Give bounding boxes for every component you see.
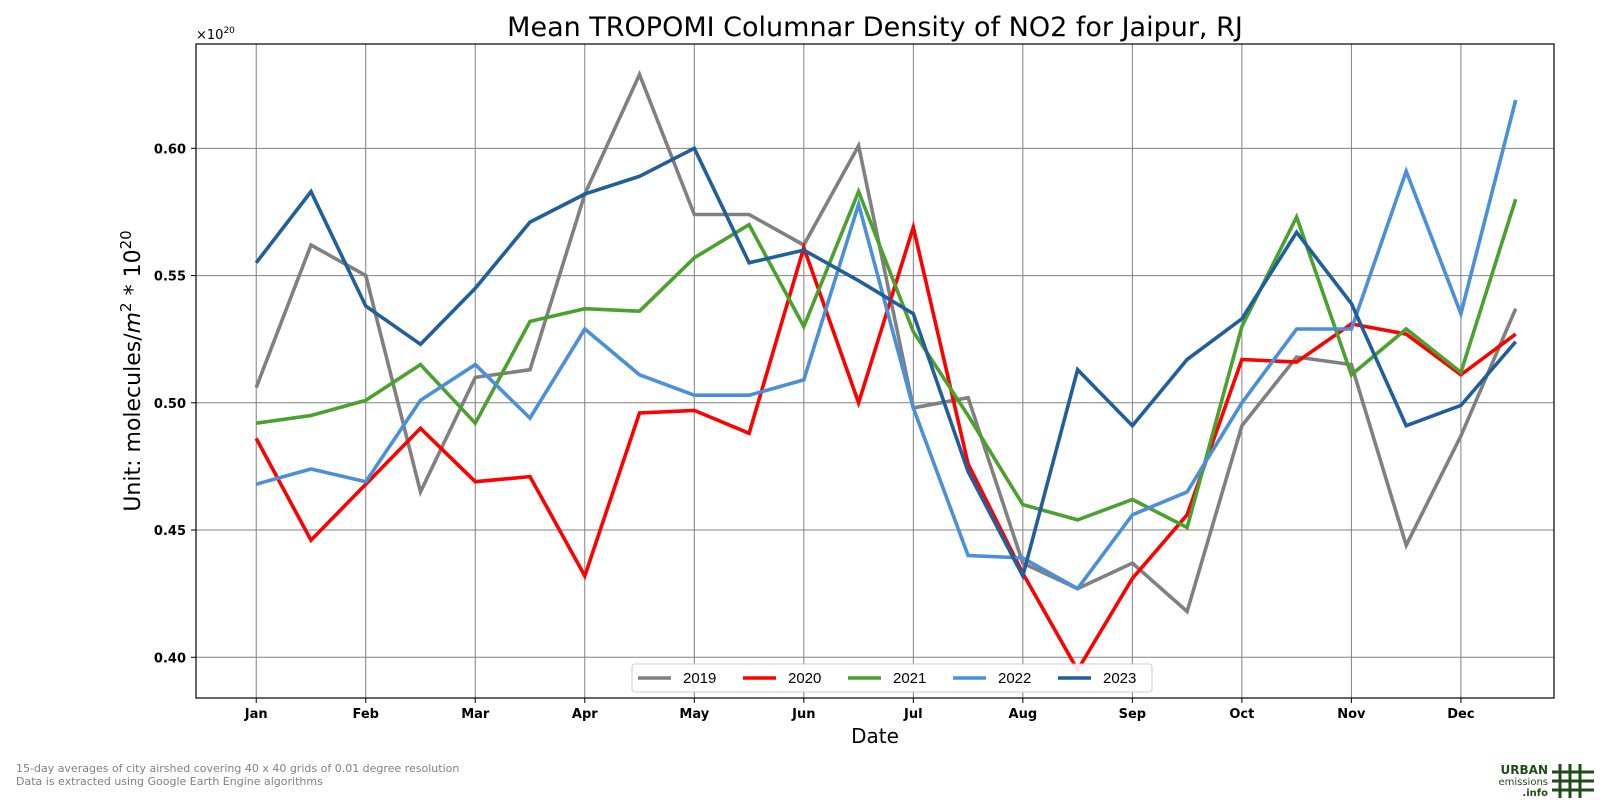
logo-text-emissions: emissions [1498,777,1548,788]
series-line-2023 [254,145,1518,581]
y-tick-label: 0.50 [154,397,186,412]
no2-line-chart: Jan Feb Mar Apr May Jun Jul Aug Sep Oct Nov Dec 0.40… [117,12,1555,748]
legend-label-2020: 2020 [788,670,821,687]
y-tick-label: 0.40 [154,651,186,666]
legend-box [631,663,1153,693]
legend-label-2021: 2021 [893,670,926,687]
x-tick-label: Dec [1447,707,1474,722]
plot-area [196,44,1554,698]
series-line-2019 [254,69,1518,615]
x-tick-label: Nov [1337,707,1366,722]
x-tick-label: Jul [903,707,923,722]
x-tick-label: Sep [1119,707,1147,722]
x-tick-label: Feb [353,707,379,722]
y-tick-label: 0.55 [154,270,186,285]
y-axis-label: Unit: molecules/m2 * 1020 [117,230,146,511]
y-tick-label: 0.60 [154,142,186,157]
y-offset-label: ×1020 [196,26,235,43]
x-tick-label: Oct [1229,707,1254,722]
logo-grid-icon [1552,764,1594,798]
x-tick-label: Mar [461,707,490,722]
x-axis-label: Date [851,724,899,748]
legend-label-2019: 2019 [683,670,716,687]
series-line-2020 [254,220,1517,674]
x-tick-label: Jun [791,707,815,722]
y-tick-label: 0.45 [154,524,186,539]
footnote-source: Data is extracted using Google Earth Eng… [16,775,323,788]
chart-title: Mean TROPOMI Columnar Density of NO2 for… [507,12,1243,43]
logo-text-urban: URBAN [1501,763,1548,777]
footnote-resolution: 15-day averages of city airshed covering… [16,762,460,775]
x-tick-label: Aug [1009,707,1038,722]
x-tick-label: Apr [572,707,598,722]
x-tick-label: May [679,707,709,722]
series-line-2022 [255,99,1518,591]
series-group [254,69,1518,674]
x-tick-label: Jan [244,707,268,722]
legend-label-2022: 2022 [998,670,1031,687]
legend: 2019 2020 2021 2022 2023 [631,663,1153,693]
logo-text-info: .info [1522,788,1548,798]
axes-frame [195,43,1555,699]
urban-emissions-logo: URBAN emissions .info [1498,763,1594,798]
legend-label-2023: 2023 [1103,670,1136,687]
